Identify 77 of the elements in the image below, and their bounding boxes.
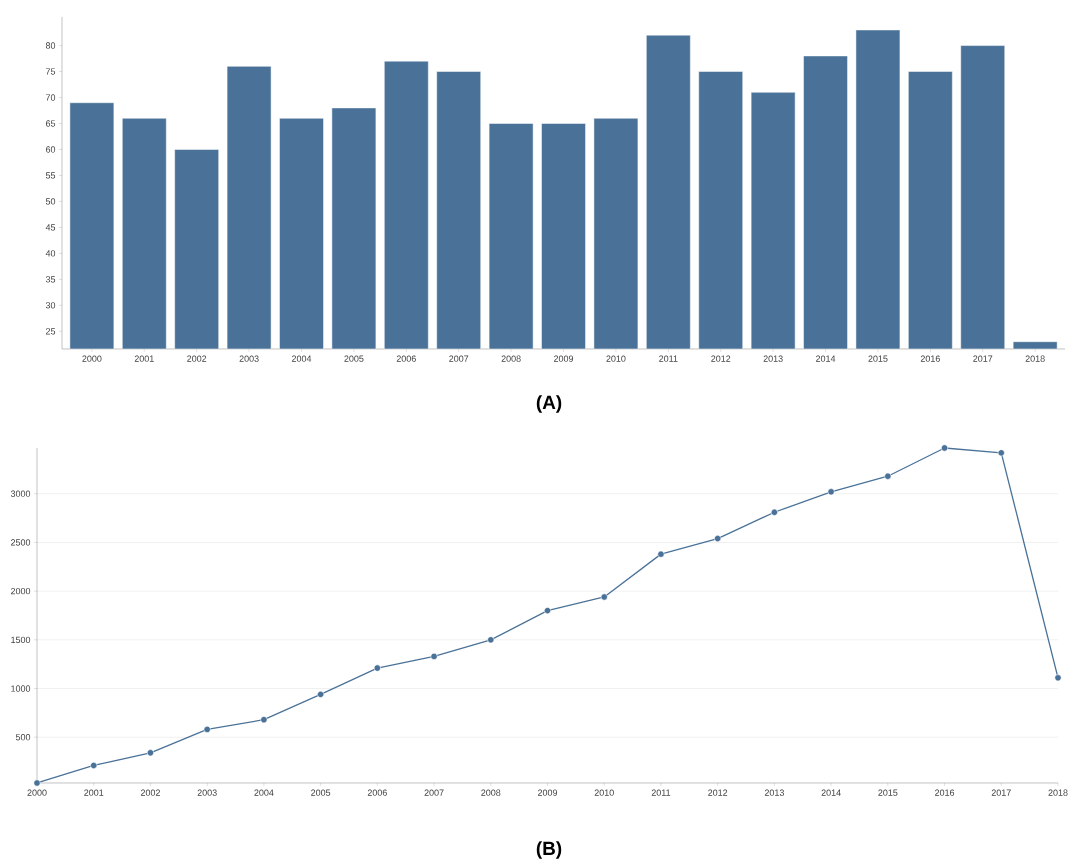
x-tick-label: 2014 xyxy=(821,789,841,796)
x-tick-label: 2008 xyxy=(481,789,501,796)
x-tick-label: 2009 xyxy=(537,789,558,796)
y-tick-label: 30 xyxy=(45,302,56,309)
x-tick-label: 2012 xyxy=(708,789,728,796)
x-tick-label: 2005 xyxy=(311,789,331,796)
y-tick-label: 3000 xyxy=(10,490,31,497)
x-tick-label: 2013 xyxy=(763,355,783,362)
point xyxy=(203,725,211,733)
point xyxy=(941,444,949,452)
point xyxy=(430,652,438,660)
point xyxy=(544,607,551,615)
y-tick-label: 1500 xyxy=(11,636,31,644)
x-tick-label: 2002 xyxy=(140,789,160,796)
x-tick-label: 2006 xyxy=(367,789,387,796)
y-tick-label: 45 xyxy=(45,224,56,231)
point xyxy=(1054,674,1062,682)
x-tick-label: 2018 xyxy=(1025,355,1045,362)
point xyxy=(600,593,608,601)
x-tick-label: 2005 xyxy=(344,355,364,362)
y-tick-label: 60 xyxy=(45,146,56,153)
point xyxy=(90,761,98,769)
point xyxy=(373,664,381,672)
x-tick-label: 2016 xyxy=(935,789,955,796)
y-tick-label: 25 xyxy=(45,328,56,335)
x-tick-label: 2011 xyxy=(659,355,678,362)
x-tick-label: 2001 xyxy=(134,355,154,362)
point xyxy=(487,636,495,644)
x-tick-label: 2006 xyxy=(396,355,416,362)
x-tick-label: 2013 xyxy=(764,789,784,796)
y-tick-label: 500 xyxy=(15,734,31,741)
x-tick-label: 2012 xyxy=(711,355,731,362)
x-tick-label: 2016 xyxy=(920,355,940,362)
x-tick-label: 2011 xyxy=(651,789,671,796)
x-tick-label: 2004 xyxy=(291,355,312,362)
point xyxy=(770,508,778,516)
y-tick-label: 55 xyxy=(45,172,56,179)
x-tick-label: 2007 xyxy=(449,355,469,362)
x-tick-label: 2015 xyxy=(868,355,888,362)
x-tick-label: 2010 xyxy=(606,355,626,362)
x-tick-label: 2000 xyxy=(82,355,102,362)
x-tick-label: 2003 xyxy=(197,789,217,796)
y-tick-label: 35 xyxy=(45,276,56,283)
x-tick-label: 2008 xyxy=(501,355,521,362)
x-tick-label: 2002 xyxy=(187,355,207,362)
x-tick-label: 2007 xyxy=(424,789,444,796)
point xyxy=(317,690,325,698)
point xyxy=(657,550,665,558)
x-tick-label: 2014 xyxy=(816,355,836,362)
x-tick-label: 2004 xyxy=(254,789,274,796)
point xyxy=(884,472,892,480)
y-tick-label: 40 xyxy=(45,250,56,257)
text: (B) xyxy=(536,841,562,859)
x-tick-label: 2010 xyxy=(594,789,614,796)
y-tick-label: 65 xyxy=(45,120,56,127)
x-tick-label: 2017 xyxy=(973,355,993,362)
y-tick-label: 1000 xyxy=(11,685,31,692)
point xyxy=(33,779,41,787)
x-tick-label: 2017 xyxy=(991,789,1011,796)
x-tick-label: 2000 xyxy=(27,789,47,796)
point xyxy=(260,716,268,724)
point xyxy=(146,749,154,757)
x-tick-label: 2009 xyxy=(553,355,574,362)
x-tick-label: 2003 xyxy=(239,355,259,362)
y-tick-label: 75 xyxy=(45,68,56,75)
y-tick-label: 70 xyxy=(45,94,56,101)
x-tick-label: 2001 xyxy=(84,789,104,796)
point xyxy=(997,449,1005,457)
x-tick-label: 2018 xyxy=(1048,789,1068,796)
text: (A) xyxy=(536,395,562,413)
y-tick-label: 2000 xyxy=(11,587,31,595)
y-tick-label: 80 xyxy=(45,42,56,49)
point xyxy=(714,535,722,543)
point xyxy=(827,488,835,496)
y-tick-label: 2500 xyxy=(11,539,31,546)
y-tick-label: 50 xyxy=(45,198,56,205)
x-tick-label: 2015 xyxy=(878,789,898,796)
